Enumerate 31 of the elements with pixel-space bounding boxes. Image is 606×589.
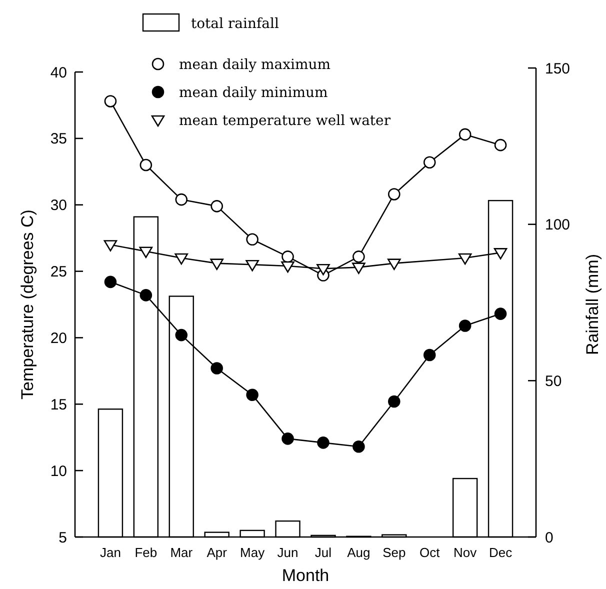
y2-tick-label: 150 [545, 60, 570, 78]
x-tick-label: Jul [314, 545, 332, 560]
y2-tick-label: 50 [545, 372, 562, 390]
y2-tick-label: 100 [545, 216, 570, 234]
y-tick-label: 30 [50, 197, 67, 214]
x-tick-label: Jun [277, 545, 298, 560]
x-tick-label: Nov [454, 545, 478, 560]
y-tick-label: 15 [50, 396, 67, 414]
x-tick-label: Oct [420, 545, 440, 560]
y-tick-label: 10 [50, 462, 67, 480]
y-axis-title: Temperature (degrees C) [18, 210, 37, 400]
y-tick-label: 25 [50, 264, 67, 281]
x-tick-label: Feb [134, 545, 158, 560]
x-tick-label: Sep [382, 545, 406, 560]
y2-tick-label: 0 [545, 529, 554, 546]
x-tick-label: May [240, 545, 266, 560]
legend-label: mean daily minimum [179, 84, 328, 101]
x-axis-title: Month [282, 566, 330, 585]
x-tick-label: Dec [488, 545, 513, 560]
y-tick-label: 35 [50, 130, 67, 148]
y2-axis-title: Rainfall (mm) [583, 254, 602, 356]
legend-label: mean daily maximum [179, 56, 331, 73]
x-tick-label: Aug [347, 545, 370, 560]
y-tick-label: 40 [50, 64, 67, 82]
x-tick-label: Mar [170, 545, 194, 560]
y-tick-label: 5 [58, 529, 67, 546]
x-tick-label: Apr [206, 545, 228, 560]
y-tick-label: 20 [50, 330, 67, 347]
legend-label: mean temperature well water [179, 112, 391, 129]
legend-label: total rainfall [191, 16, 280, 32]
x-tick-label: Jan [100, 545, 121, 560]
